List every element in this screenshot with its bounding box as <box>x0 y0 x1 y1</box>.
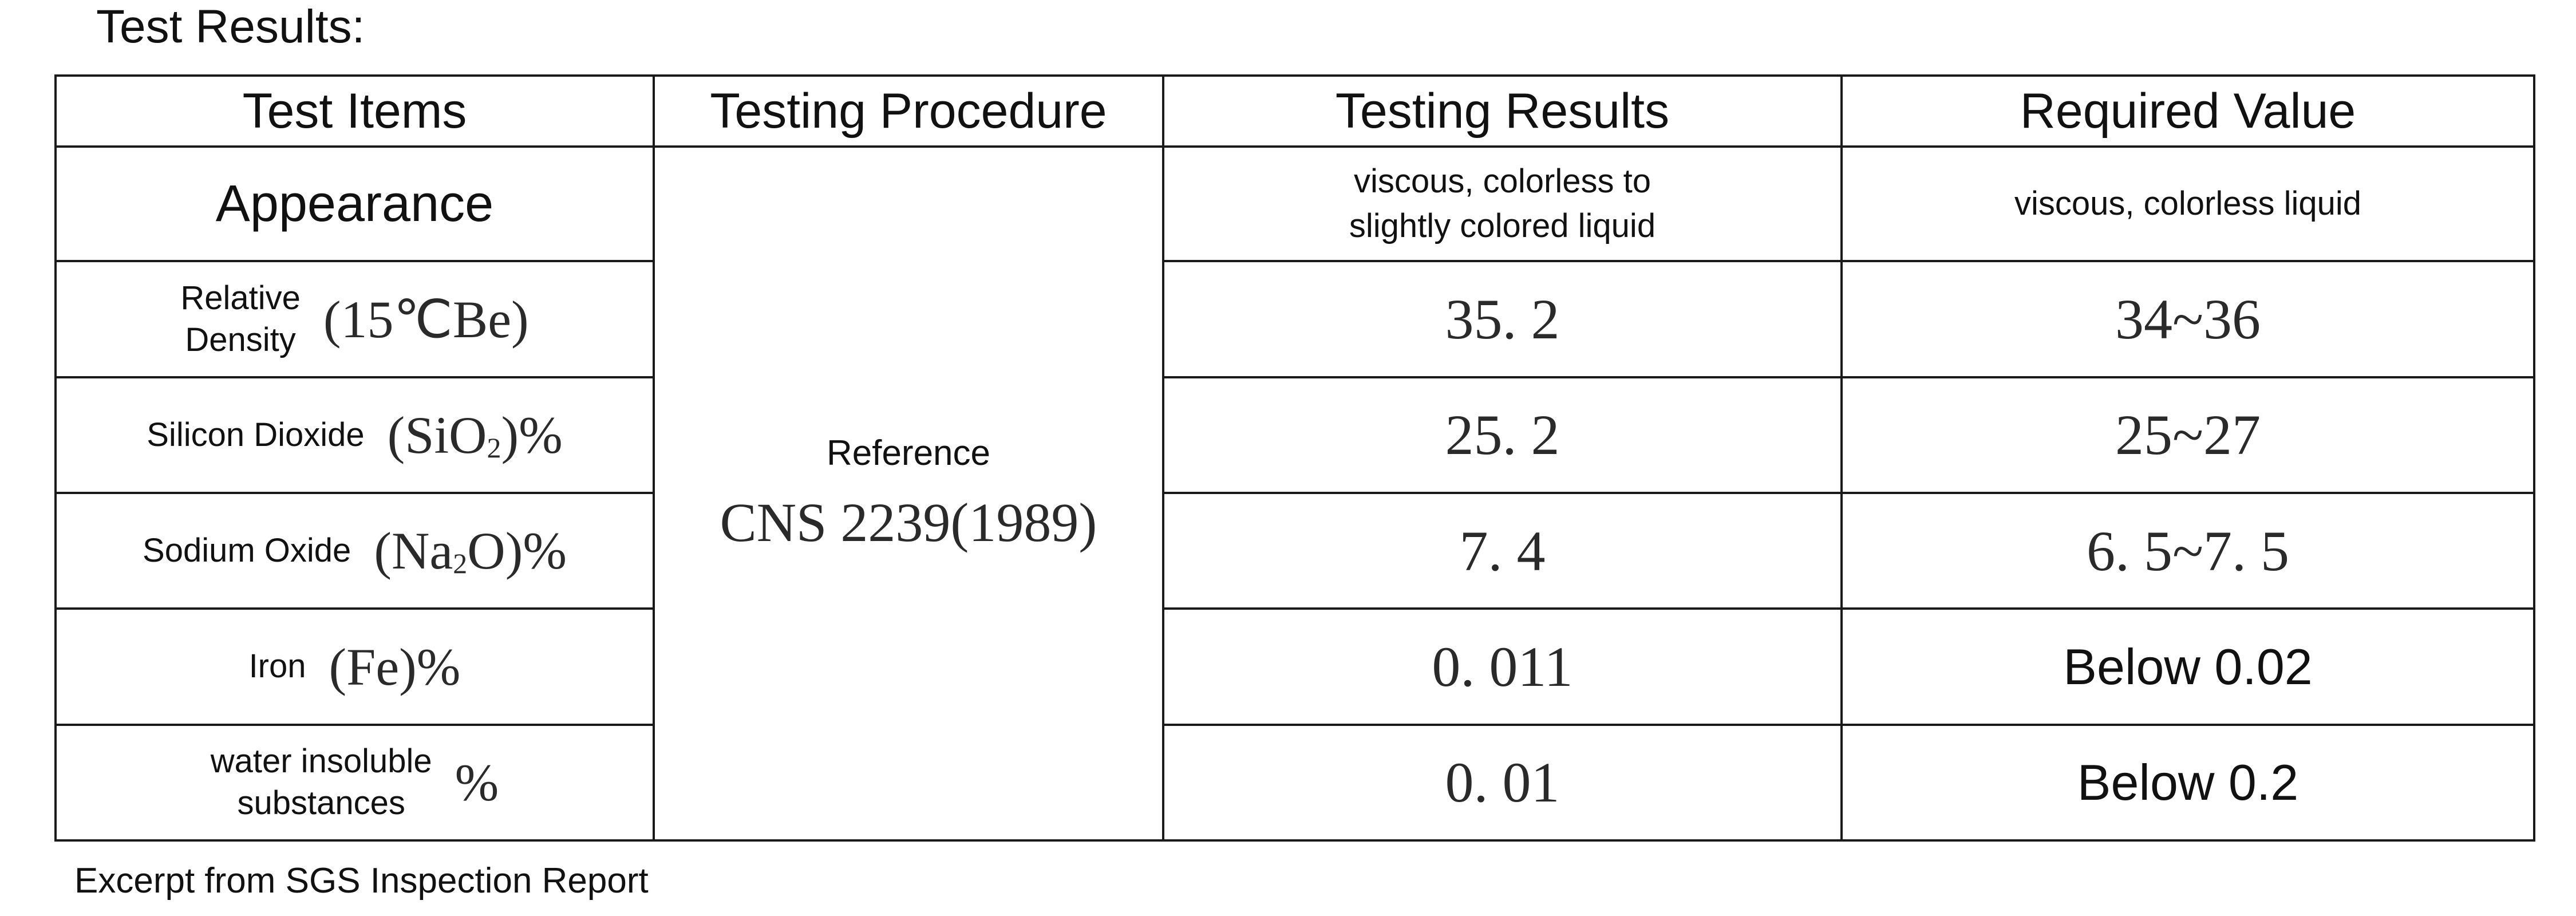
result-value: 7. 4 <box>1459 519 1546 583</box>
cell-result-silicon-dioxide: 25. 2 <box>1162 376 1843 495</box>
result-value: 25. 2 <box>1445 403 1560 467</box>
result-text: viscous, colorless to <box>1354 163 1651 200</box>
cell-testing-procedure: Reference CNS 2239(1989) <box>653 145 1164 842</box>
result-value: 0. 011 <box>1432 635 1573 698</box>
item-label: Sodium Oxide <box>143 531 351 569</box>
cell-result-iron: 0. 011 <box>1162 607 1843 726</box>
item-label: Iron <box>248 647 306 685</box>
cell-item-appearance: Appearance <box>54 145 655 263</box>
table-row-sodium-oxide: Sodium Oxide (Na2O)% 7. 4 6. 5~7. 5 <box>54 492 2535 610</box>
required-value: 25~27 <box>2115 403 2261 467</box>
cell-result-relative-density: 35. 2 <box>1162 260 1843 378</box>
cell-item-silicon-dioxide: Silicon Dioxide (SiO2)% <box>54 376 655 495</box>
procedure-standard: CNS 2239(1989) <box>720 492 1097 554</box>
required-value: Below 0.02 <box>2063 638 2313 695</box>
page-title: Test Results: <box>96 1 365 53</box>
cell-item-iron: Iron (Fe)% <box>54 607 655 726</box>
cell-result-appearance: viscous, colorless to slightly colored l… <box>1162 145 1843 263</box>
cell-required-iron: Below 0.02 <box>1840 607 2535 726</box>
header-test-items: Test Items <box>54 74 655 148</box>
result-text: slightly colored liquid <box>1349 207 1656 245</box>
item-formula: (Na2O)% <box>374 522 567 581</box>
table-row-appearance: Appearance Reference CNS 2239(1989) visc… <box>54 145 2535 842</box>
header-testing-results: Testing Results <box>1162 74 1843 148</box>
cell-required-sodium-oxide: 6. 5~7. 5 <box>1840 492 2535 610</box>
item-label: Density <box>185 321 296 358</box>
item-label: Relative <box>180 279 301 317</box>
required-value: Below 0.2 <box>2077 753 2299 811</box>
cell-item-water-insoluble: water insoluble substances % <box>54 723 655 842</box>
table-row-iron: Iron (Fe)% 0. 011 Below 0.02 <box>54 607 2535 726</box>
item-formula: % <box>455 753 499 812</box>
required-value: 34~36 <box>2115 287 2261 352</box>
item-formula: (15℃Be) <box>323 290 529 349</box>
cell-result-water-insoluble: 0. 01 <box>1162 723 1843 842</box>
procedure-reference-label: Reference <box>826 433 991 473</box>
cell-required-relative-density: 34~36 <box>1840 260 2535 378</box>
header-testing-procedure: Testing Procedure <box>653 74 1164 148</box>
table-row-relative-density: Relative Density (15℃Be) 35. 2 34~36 <box>54 260 2535 378</box>
required-text: viscous, colorless liquid <box>2014 185 2362 223</box>
cell-result-sodium-oxide: 7. 4 <box>1162 492 1843 610</box>
test-results-table: Test Items Testing Procedure Testing Res… <box>54 74 2535 842</box>
header-required-value: Required Value <box>1840 74 2535 148</box>
result-value: 35. 2 <box>1445 287 1560 352</box>
cell-required-appearance: viscous, colorless liquid <box>1840 145 2535 263</box>
cell-required-silicon-dioxide: 25~27 <box>1840 376 2535 495</box>
item-formula: (SiO2)% <box>387 405 563 464</box>
table-row-water-insoluble: water insoluble substances % 0. 01 Below… <box>54 723 2535 842</box>
cell-item-sodium-oxide: Sodium Oxide (Na2O)% <box>54 492 655 610</box>
table-row-silicon-dioxide: Silicon Dioxide (SiO2)% 25. 2 25~27 <box>54 376 2535 495</box>
item-label: substances <box>237 784 405 822</box>
required-value: 6. 5~7. 5 <box>2086 519 2290 583</box>
item-label: water insoluble <box>210 743 432 780</box>
cell-item-relative-density: Relative Density (15℃Be) <box>54 260 655 378</box>
cell-required-water-insoluble: Below 0.2 <box>1840 723 2535 842</box>
result-value: 0. 01 <box>1445 751 1560 815</box>
item-label: Silicon Dioxide <box>147 416 365 453</box>
table-header-row: Test Items Testing Procedure Testing Res… <box>54 74 2535 148</box>
footnote-source: Excerpt from SGS Inspection Report <box>74 861 649 901</box>
item-formula: (Fe)% <box>329 637 461 696</box>
item-label: Appearance <box>215 175 494 232</box>
